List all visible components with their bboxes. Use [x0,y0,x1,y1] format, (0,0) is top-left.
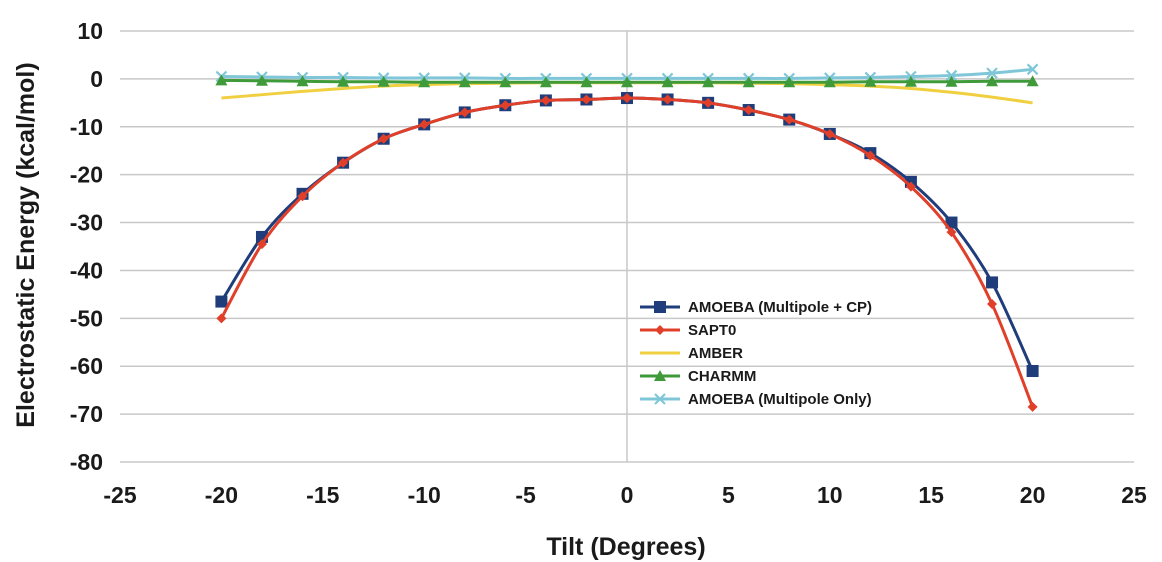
data-point [621,76,633,88]
plot-series [215,63,1039,412]
x-tick-labels: -25 -20 -15 -10 -5 0 5 10 15 20 25 [103,482,1147,508]
legend-item: AMBER [640,345,743,362]
legend-label: AMBER [688,345,743,362]
y-tick-label: -50 [70,305,103,331]
legend-marker [655,325,665,335]
x-tick-label: 20 [1020,482,1046,508]
y-tick-label: 10 [77,18,103,44]
data-point [499,76,512,88]
legend-label: AMOEBA (Multipole + CP) [688,299,872,316]
legend-label: CHARMM [688,368,756,385]
data-point [945,69,958,82]
data-point [255,74,268,86]
data-point [986,75,999,87]
legend-item: SAPT0 [640,322,736,339]
data-point [742,76,755,88]
data-point [702,76,715,88]
x-tick-label: -15 [306,482,339,508]
y-tick-label: -80 [70,449,103,475]
data-point [703,97,714,108]
legend-item: AMOEBA (Multipole + CP) [640,299,872,316]
data-point [581,94,592,105]
data-point [661,76,674,88]
data-point [986,67,998,79]
data-point [1026,63,1039,76]
data-point [540,95,551,106]
data-point [945,75,958,87]
data-point [1026,365,1039,378]
data-point [256,239,267,250]
x-tick-label: -5 [515,482,536,508]
legend-item: CHARMM [640,368,756,385]
legend: AMOEBA (Multipole + CP) SAPT0 AMBER CHARMM A… [640,299,872,408]
data-point [987,298,998,309]
data-point [418,76,431,88]
data-point [458,76,471,88]
data-point [215,295,228,308]
y-tick-label: -40 [70,257,103,283]
data-point [783,76,796,88]
data-point [905,181,916,192]
legend-marker [654,370,666,381]
data-point [539,76,552,88]
data-point [337,75,350,87]
x-tick-label: 15 [918,482,944,508]
data-point [580,76,593,88]
x-tick-label: -20 [205,482,238,508]
x-tick-label: -25 [103,482,136,508]
data-point [986,276,999,289]
data-point [419,119,430,130]
series-sapt0 [216,93,1038,412]
data-point [743,105,754,116]
x-tick-label: 5 [722,482,735,508]
data-point [296,75,309,87]
data-point [338,157,349,168]
data-point [500,100,511,111]
data-point [823,76,836,88]
data-point [622,93,632,104]
data-point [1027,401,1038,412]
data-point [946,227,957,238]
legend-label: AMOEBA (Multipole Only) [688,391,872,408]
legend-marker [654,301,666,313]
y-tick-label: -30 [70,210,103,236]
data-point [865,150,876,161]
y-tick-labels: 10 0 -10 -20 -30 -40 -50 -60 -70 -80 [70,18,103,475]
data-point [662,94,673,105]
y-tick-label: 0 [90,66,103,92]
data-point [864,75,877,87]
series-charmm [215,74,1039,88]
data-point [216,313,227,324]
y-tick-label: -20 [70,162,103,188]
data-point [1026,75,1039,87]
data-point [904,75,917,87]
y-tick-label: -10 [70,114,103,140]
legend-marker [654,393,666,405]
x-tick-label: 25 [1121,482,1147,508]
x-tick-label: -10 [408,482,441,508]
y-axis-title: Electrostatic Energy (kcal/mol) [12,62,40,427]
data-point [215,74,228,86]
legend-item: AMOEBA (Multipole Only) [640,391,872,408]
data-point [459,107,470,118]
x-axis-title: Tilt (Degrees) [546,533,705,561]
data-point [784,114,795,125]
data-point [824,128,835,139]
data-point [377,75,390,87]
y-tick-label: -60 [70,353,103,379]
legend-label: SAPT0 [688,322,736,339]
x-tick-label: 0 [621,482,634,508]
data-point [378,133,389,144]
x-tick-label: 10 [817,482,843,508]
data-point [297,191,308,202]
y-tick-label: -70 [70,401,103,427]
